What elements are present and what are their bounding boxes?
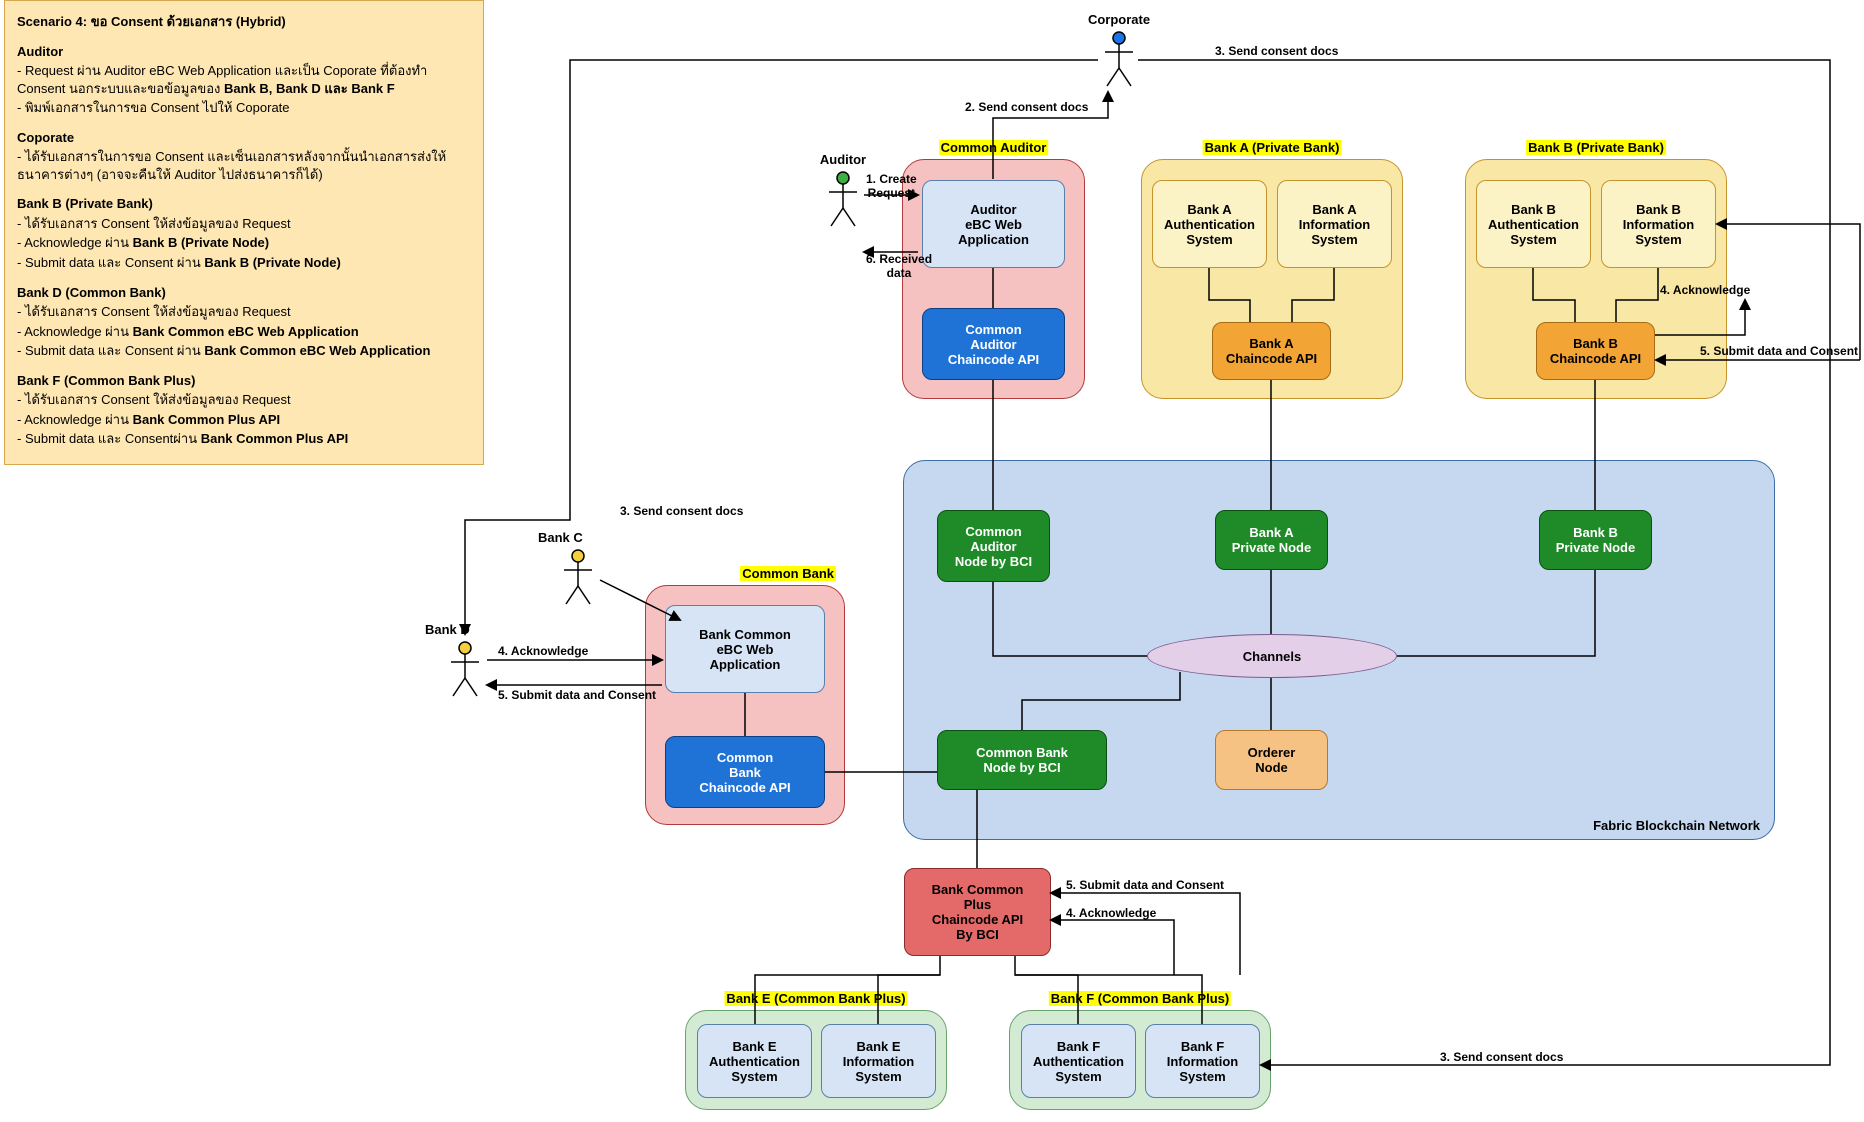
note-line: - Submit data และ Consent ผ่าน Bank B (P… <box>17 254 471 272</box>
bank-a-api-label: Bank AChaincode API <box>1226 336 1317 366</box>
common-auditor-api-node: CommonAuditorChaincode API <box>922 308 1065 380</box>
orderer-node-label: OrdererNode <box>1248 745 1296 775</box>
edge-label-6: 6. Receiveddata <box>866 252 932 280</box>
common-bank-api-label: CommonBankChaincode API <box>699 750 790 795</box>
bank-e-info-label: Bank EInformationSystem <box>843 1039 915 1084</box>
edge-label-3-top: 3. Send consent docs <box>1215 44 1338 58</box>
common-bank-web-node: Bank CommoneBC WebApplication <box>665 605 825 693</box>
edge-label-4-plus: 4. Acknowledge <box>1066 906 1156 920</box>
bank-b-auth-node: Bank BAuthenticationSystem <box>1476 180 1591 268</box>
bank-f-info-node: Bank FInformationSystem <box>1145 1024 1260 1098</box>
bank-b-container-label: Bank B (Private Bank) <box>1526 140 1666 155</box>
note-sect-1: Coporate <box>17 129 471 147</box>
bank-b-auth-label: Bank BAuthenticationSystem <box>1488 202 1579 247</box>
bank-b-node: Bank BPrivate Node <box>1539 510 1652 570</box>
bank-b-info-label: Bank BInformationSystem <box>1623 202 1695 247</box>
actor-bank-d-label: Bank D <box>425 622 470 637</box>
note-line: - ได้รับเอกสารในการขอ Consent และเซ็นเอก… <box>17 148 471 183</box>
note-line: - Acknowledge ผ่าน Bank B (Private Node) <box>17 234 471 252</box>
common-auditor-api-label: CommonAuditorChaincode API <box>948 322 1039 367</box>
auditor-web-app-label: AuditoreBC WebApplication <box>958 202 1029 247</box>
actor-bank-c: Bank C <box>558 548 598 608</box>
bank-f-container-label: Bank F (Common Bank Plus) <box>1049 991 1231 1006</box>
bank-b-info-node: Bank BInformationSystem <box>1601 180 1716 268</box>
note-sect-2: Bank B (Private Bank) <box>17 195 471 213</box>
auditor-web-app-node: AuditoreBC WebApplication <box>922 180 1065 268</box>
bank-a-auth-node: Bank AAuthenticationSystem <box>1152 180 1267 268</box>
edge-label-2: 2. Send consent docs <box>965 100 1088 114</box>
auditor-node: CommonAuditorNode by BCI <box>937 510 1050 582</box>
bank-a-auth-label: Bank AAuthenticationSystem <box>1164 202 1255 247</box>
bank-e-info-node: Bank EInformationSystem <box>821 1024 936 1098</box>
fabric-network-label: Fabric Blockchain Network <box>1593 818 1760 833</box>
note-line: - Acknowledge ผ่าน Bank Common eBC Web A… <box>17 323 471 341</box>
stick-figure-icon <box>558 548 598 608</box>
bank-b-node-label: Bank BPrivate Node <box>1556 525 1635 555</box>
actor-auditor-label: Auditor <box>820 152 866 167</box>
channels-label: Channels <box>1243 649 1302 664</box>
auditor-node-label: CommonAuditorNode by BCI <box>955 524 1032 569</box>
bank-e-auth-node: Bank EAuthenticationSystem <box>697 1024 812 1098</box>
note-sect-4: Bank F (Common Bank Plus) <box>17 372 471 390</box>
stick-figure-icon <box>823 170 863 230</box>
note-line: - Request ผ่าน Auditor eBC Web Applicati… <box>17 62 471 97</box>
bank-a-api-node: Bank AChaincode API <box>1212 322 1331 380</box>
stick-figure-icon <box>1099 30 1139 90</box>
note-line: - พิมพ์เอกสารในการขอ Consent ไปให้ Copor… <box>17 99 471 117</box>
note-line: - Submit data และ Consent ผ่าน Bank Comm… <box>17 342 471 360</box>
edge-label-5-bankb: 5. Submit data and Consent <box>1700 344 1858 358</box>
scenario-note: Scenario 4: ขอ Consent ด้วยเอกสาร (Hybri… <box>4 0 484 465</box>
bank-a-info-node: Bank AInformationSystem <box>1277 180 1392 268</box>
bank-a-container-label: Bank A (Private Bank) <box>1203 140 1342 155</box>
note-line: - ได้รับเอกสาร Consent ให้ส่งข้อมูลของ R… <box>17 215 471 233</box>
orderer-node: OrdererNode <box>1215 730 1328 790</box>
edge-label-3-bottom: 3. Send consent docs <box>1440 1050 1563 1064</box>
note-line: - Submit data และ Consentผ่าน Bank Commo… <box>17 430 471 448</box>
bank-common-plus-api-label: Bank CommonPlusChaincode APIBy BCI <box>932 882 1024 942</box>
bank-common-plus-api-node: Bank CommonPlusChaincode APIBy BCI <box>904 868 1051 956</box>
bank-e-container-label: Bank E (Common Bank Plus) <box>724 991 907 1006</box>
actor-bank-c-label: Bank C <box>538 530 583 545</box>
note-title: Scenario 4: ขอ Consent ด้วยเอกสาร (Hybri… <box>17 13 471 31</box>
bank-a-node-label: Bank APrivate Node <box>1232 525 1311 555</box>
channels-node: Channels <box>1147 634 1397 678</box>
edge-label-4-bankd: 4. Acknowledge <box>498 644 588 658</box>
edge-label-4-bankb: 4. Acknowledge <box>1660 283 1750 297</box>
common-bank-container-label: Common Bank <box>740 566 836 581</box>
note-line: - ได้รับเอกสาร Consent ให้ส่งข้อมูลของ R… <box>17 303 471 321</box>
common-bank-node-label: Common BankNode by BCI <box>976 745 1068 775</box>
edge-label-1: 1. CreateRequest <box>866 172 917 200</box>
bank-f-auth-label: Bank FAuthenticationSystem <box>1033 1039 1124 1084</box>
bank-a-node: Bank APrivate Node <box>1215 510 1328 570</box>
bank-e-auth-label: Bank EAuthenticationSystem <box>709 1039 800 1084</box>
actor-auditor: Auditor <box>823 170 863 230</box>
note-sect-0: Auditor <box>17 43 471 61</box>
common-bank-web-label: Bank CommoneBC WebApplication <box>699 627 791 672</box>
common-bank-node: Common BankNode by BCI <box>937 730 1107 790</box>
note-line: - ได้รับเอกสาร Consent ให้ส่งข้อมูลของ R… <box>17 391 471 409</box>
stick-figure-icon <box>445 640 485 700</box>
bank-b-api-node: Bank BChaincode API <box>1536 322 1655 380</box>
actor-corporate-label: Corporate <box>1088 12 1150 27</box>
common-auditor-label: Common Auditor <box>939 140 1049 155</box>
edge-label-3-left: 3. Send consent docs <box>620 504 743 518</box>
bank-f-auth-node: Bank FAuthenticationSystem <box>1021 1024 1136 1098</box>
bank-f-info-label: Bank FInformationSystem <box>1167 1039 1239 1084</box>
note-sect-3: Bank D (Common Bank) <box>17 284 471 302</box>
bank-b-api-label: Bank BChaincode API <box>1550 336 1641 366</box>
edge-label-5-bankd: 5. Submit data and Consent <box>498 688 656 702</box>
actor-bank-d: Bank D <box>445 640 485 700</box>
bank-a-info-label: Bank AInformationSystem <box>1299 202 1371 247</box>
common-bank-api-node: CommonBankChaincode API <box>665 736 825 808</box>
edge-label-5-plus: 5. Submit data and Consent <box>1066 878 1224 892</box>
actor-corporate: Corporate <box>1099 30 1139 90</box>
note-line: - Acknowledge ผ่าน Bank Common Plus API <box>17 411 471 429</box>
